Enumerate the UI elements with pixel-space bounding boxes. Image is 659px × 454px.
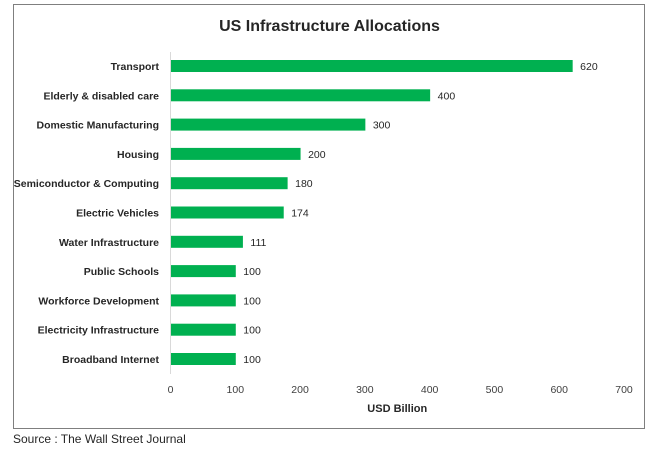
data-label: 111 <box>250 237 266 249</box>
bar <box>171 265 236 278</box>
x-tick-label: 0 <box>168 384 174 396</box>
bar-group: Domestic Manufacturing 300 <box>36 118 391 132</box>
x-tick-label: 600 <box>550 384 568 396</box>
x-tick-label: 200 <box>291 384 309 396</box>
chart-frame <box>13 4 645 429</box>
category-label: Public Schools <box>84 266 159 278</box>
bar-group: Electricity Infrastructure 100 <box>38 323 261 337</box>
bar-group: Broadband Internet 100 <box>62 353 261 366</box>
data-label: 100 <box>243 266 261 278</box>
bar-group: Housing 200 <box>117 147 326 161</box>
category-label: Electricity Infrastructure <box>38 325 160 337</box>
x-axis-label: USD Billion <box>367 403 427 415</box>
bar-group: Workforce Development 100 <box>38 294 261 307</box>
category-label: Workforce Development <box>38 295 159 307</box>
data-label: 100 <box>243 295 261 307</box>
category-label: Water Infrastructure <box>59 237 159 249</box>
chart-title: US Infrastructure Allocations <box>219 18 440 35</box>
category-label: Domestic Manufacturing <box>36 120 159 132</box>
bar <box>171 147 301 160</box>
data-label: 100 <box>243 325 261 337</box>
bar-group: Semiconductor & Computing 180 <box>14 177 313 190</box>
category-label: Broadband Internet <box>62 354 159 366</box>
bar <box>171 235 243 248</box>
x-tick-label: 700 <box>615 384 633 396</box>
bar <box>171 60 573 72</box>
data-label: 620 <box>580 61 598 73</box>
category-label: Elderly & disabled care <box>43 90 159 102</box>
data-label: 180 <box>295 178 313 190</box>
category-label: Semiconductor & Computing <box>14 178 159 190</box>
bar-group: Public Schools 100 <box>84 265 261 278</box>
x-tick-label: 100 <box>227 384 245 396</box>
data-label: 400 <box>438 90 456 102</box>
x-tick-label: 400 <box>421 384 439 396</box>
bar <box>171 353 236 365</box>
data-label: 100 <box>243 354 261 366</box>
bar-group: Electric Vehicles 174 <box>76 206 309 220</box>
bar <box>171 89 431 102</box>
bar <box>171 177 288 190</box>
x-tick-label: 300 <box>356 384 374 396</box>
data-label: 174 <box>291 208 309 220</box>
category-label: Transport <box>111 61 160 73</box>
bar-group: Elderly & disabled care 400 <box>43 89 455 102</box>
bar <box>171 294 236 307</box>
x-tick-label: 500 <box>486 384 504 396</box>
category-label: Electric Vehicles <box>76 208 159 220</box>
data-label: 300 <box>373 120 391 132</box>
source-note: Source : The Wall Street Journal <box>13 432 186 446</box>
bar <box>171 206 284 219</box>
bar <box>171 323 236 336</box>
bar <box>171 118 366 131</box>
bar-group: Water Infrastructure 111 <box>59 235 267 249</box>
data-label: 200 <box>308 149 326 161</box>
category-label: Housing <box>117 149 159 161</box>
bar-group: Transport 620 <box>111 60 598 73</box>
